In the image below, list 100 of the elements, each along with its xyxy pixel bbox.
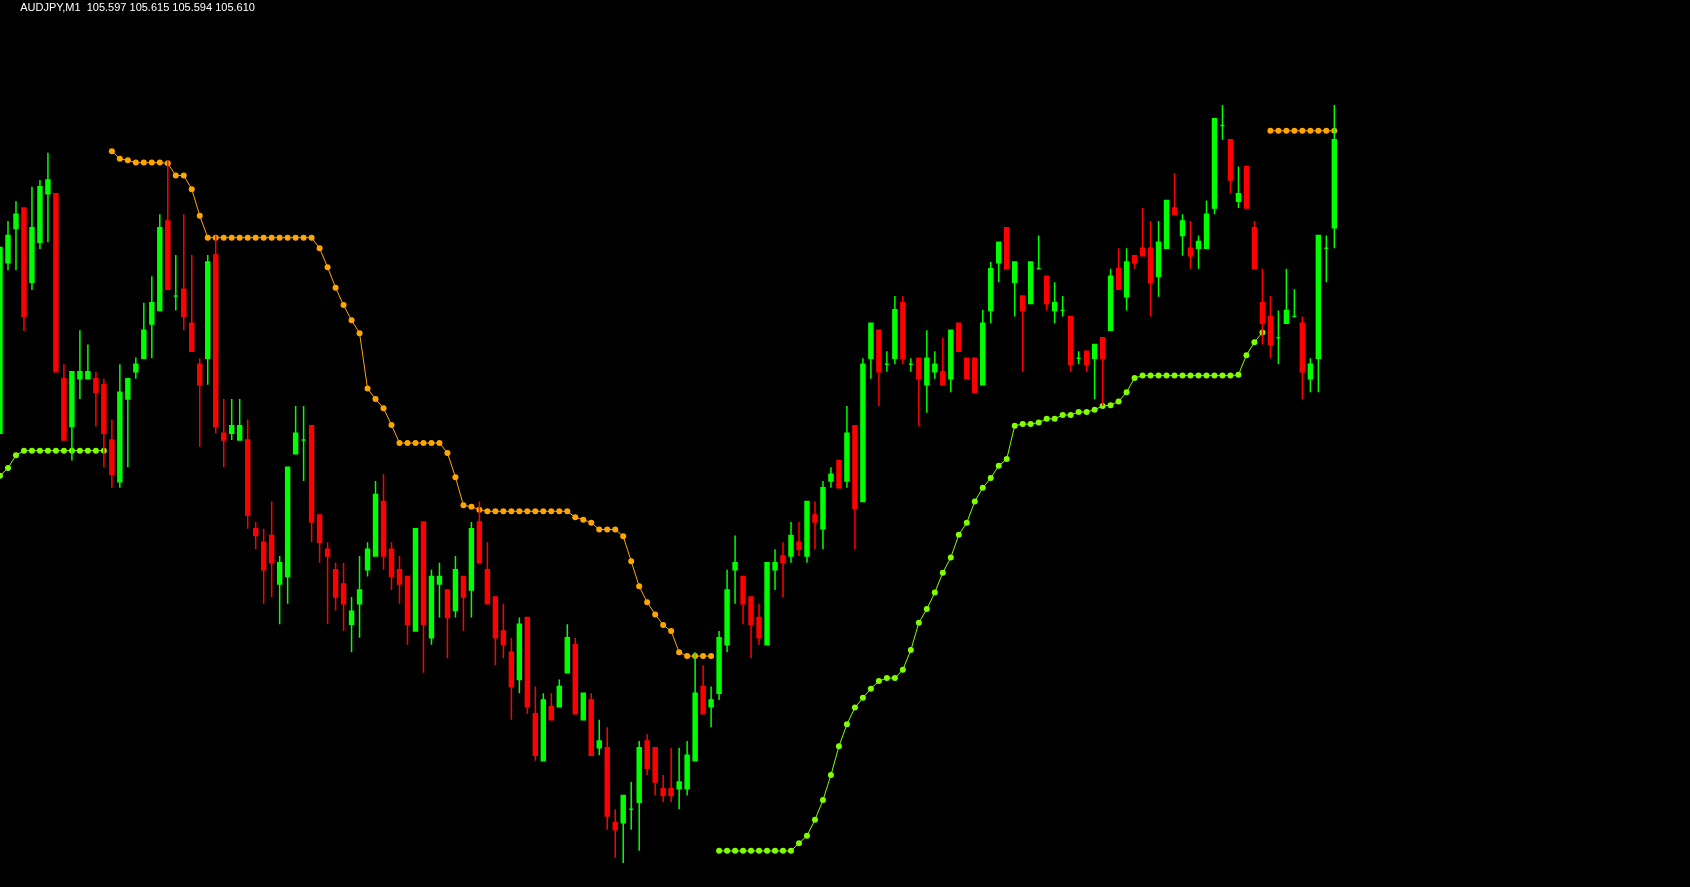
candlestick (684, 740, 690, 797)
candlestick (668, 747, 674, 804)
candlestick (197, 357, 203, 448)
candlestick (556, 678, 563, 708)
candlestick (1004, 227, 1010, 270)
candlestick (244, 418, 251, 530)
candlestick (1187, 220, 1194, 270)
candlestick (125, 377, 131, 469)
candlestick (956, 322, 962, 353)
candlestick (1147, 220, 1154, 318)
candlestick (1012, 261, 1018, 318)
candlestick (229, 398, 235, 441)
candlestick (388, 541, 395, 591)
candlestick (764, 562, 770, 646)
candlestick (412, 527, 419, 632)
candlestick (660, 774, 666, 804)
candlestick (980, 308, 986, 386)
candlestick (804, 500, 810, 564)
candlestick (380, 473, 387, 571)
candlestick (900, 295, 906, 365)
candlestick (756, 603, 762, 646)
candlestick (404, 575, 411, 646)
candlestick (724, 568, 730, 654)
candlestick (1155, 220, 1162, 298)
candlestick (1115, 247, 1122, 290)
candlestick (964, 357, 970, 380)
candlestick (844, 405, 850, 489)
candlestick (924, 329, 930, 414)
candlestick (508, 637, 515, 721)
candlestick (1020, 295, 1026, 373)
candlestick (452, 555, 459, 619)
candlestick (284, 466, 291, 605)
candlestick (1099, 336, 1106, 407)
candlestick (1291, 288, 1298, 318)
candlestick (1203, 199, 1210, 250)
candlestick (868, 322, 874, 380)
candlestick (109, 418, 115, 489)
candlestick (1179, 213, 1186, 257)
candlestick (1275, 309, 1282, 365)
candlestick (436, 562, 443, 619)
candlestick (236, 398, 243, 441)
candlestick (788, 521, 794, 564)
candlestick (836, 459, 842, 489)
candlestick (221, 398, 227, 469)
candlestick (596, 718, 602, 757)
candlestick (748, 596, 754, 660)
candlestick (644, 733, 650, 776)
candlestick (276, 555, 283, 625)
candlestick (620, 794, 626, 864)
candlestick (85, 343, 91, 380)
candlestick (940, 336, 946, 386)
candlestick (173, 254, 179, 312)
candlestick (780, 541, 786, 598)
candlestick (260, 527, 267, 605)
candlestick (268, 500, 275, 598)
candlestick (141, 302, 147, 359)
candlestick (460, 575, 467, 632)
candlestick (45, 152, 51, 243)
candlestick (628, 781, 634, 831)
candlestick (396, 555, 403, 605)
candlestick (916, 357, 922, 428)
candlestick (948, 329, 954, 394)
candlestick (812, 500, 818, 550)
candlestick (77, 329, 83, 400)
candlestick (612, 808, 618, 859)
candlestick (149, 275, 155, 359)
candlestick (676, 747, 682, 810)
candlestick (5, 220, 11, 271)
candlestick (772, 548, 778, 591)
candlestick (157, 213, 163, 312)
candlestick (908, 357, 914, 373)
candlestick (1083, 350, 1090, 373)
candlestick (1211, 117, 1218, 215)
candlestick (484, 541, 491, 605)
candlestick (37, 179, 43, 250)
candlestick (604, 726, 610, 831)
candlestick (1243, 165, 1250, 209)
candlestick (1315, 234, 1322, 394)
candlestick (1028, 261, 1034, 305)
candlestick (1267, 295, 1274, 359)
candlestick (372, 480, 379, 557)
candlestick (93, 371, 99, 428)
candlestick (588, 692, 594, 757)
candlestick (133, 356, 139, 380)
candlestick (564, 623, 570, 674)
candlestick (580, 692, 586, 721)
candlestick (332, 562, 339, 612)
candlestick (1251, 220, 1258, 270)
candlestick (820, 480, 826, 550)
candlestick (996, 241, 1002, 284)
candlestick (1283, 267, 1290, 325)
candlestick (1051, 281, 1058, 325)
candlestick (860, 357, 866, 503)
candlestick (13, 200, 19, 271)
candlestick (852, 424, 858, 550)
candlestick (181, 213, 187, 331)
candlestick (636, 740, 642, 852)
candlestick (892, 295, 898, 365)
candlestick (252, 521, 259, 550)
candlestick (1227, 139, 1234, 195)
